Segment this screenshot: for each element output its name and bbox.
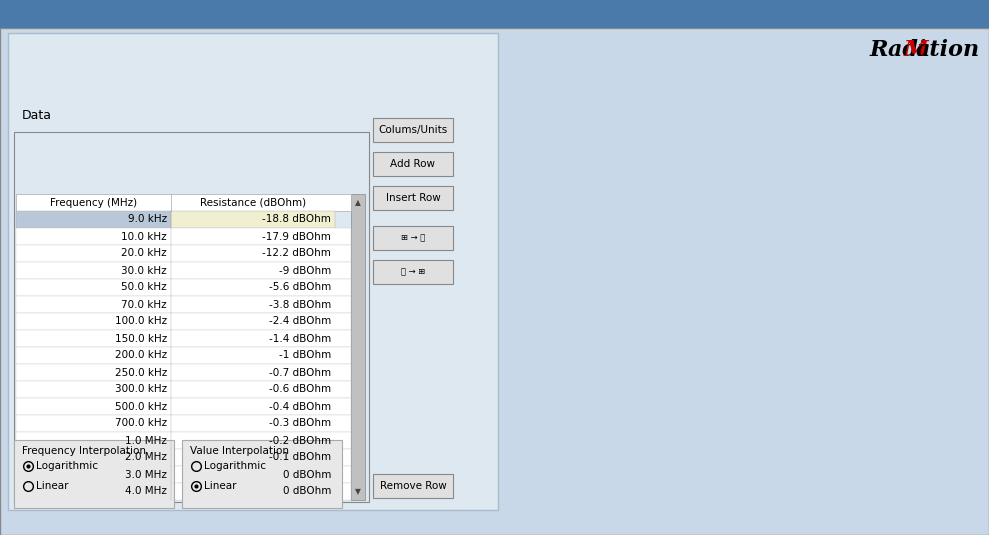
Text: 200.0 kHz: 200.0 kHz [115,350,167,361]
Text: ation: ation [916,39,980,61]
Text: 3.0 MHz: 3.0 MHz [126,470,167,479]
Text: Data: Data [22,109,52,122]
Text: ─: ─ [913,9,919,19]
Text: 700.0 kHz: 700.0 kHz [115,418,167,429]
Text: -0.6 dBOhm: -0.6 dBOhm [269,385,331,394]
Text: Linear: Linear [204,481,236,491]
Bar [16,432,351,449]
Text: -5.6 dBOhm: -5.6 dBOhm [269,282,331,293]
Text: □: □ [939,9,947,19]
Bar [16,211,171,228]
Bar [932,6,954,24]
Text: Add Row: Add Row [391,159,435,169]
Text: Value Interpolation: Value Interpolation [190,446,289,456]
Text: -9 dBOhm: -9 dBOhm [279,265,331,276]
Bar [373,226,453,250]
Bar [16,466,351,483]
Text: 2.0 MHz: 2.0 MHz [126,453,167,462]
Legend: Resistance (dBOhm): Resistance (dBOhm) [524,74,640,90]
Bar [905,6,927,24]
Text: -0.7 dBOhm: -0.7 dBOhm [269,368,331,378]
Bar [6,6,22,22]
Text: Resistance (dBOhm): Resistance (dBOhm) [200,197,306,208]
Bar [171,211,335,228]
Text: 1.0 MHz: 1.0 MHz [126,435,167,446]
Text: 300.0 kHz: 300.0 kHz [115,385,167,394]
Text: 30.0 kHz: 30.0 kHz [122,265,167,276]
Bar [182,440,342,508]
Text: 70.0 kHz: 70.0 kHz [122,300,167,310]
Text: ✕: ✕ [966,9,974,19]
Bar [8,33,498,510]
Text: -12.2 dBOhm: -12.2 dBOhm [262,248,331,258]
Text: Colums/Units: Colums/Units [379,125,448,135]
Text: -0.3 dBOhm: -0.3 dBOhm [269,418,331,429]
Bar [373,152,453,176]
Text: 50.0 kHz: 50.0 kHz [122,282,167,293]
Text: -0.4 dBOhm: -0.4 dBOhm [269,401,331,411]
Bar [373,260,453,284]
Bar [16,296,351,313]
Text: ▲: ▲ [355,198,361,207]
Text: -3.8 dBOhm: -3.8 dBOhm [269,300,331,310]
Text: 150.0 kHz: 150.0 kHz [115,333,167,343]
Bar [16,228,351,245]
Text: M: M [904,39,929,61]
Bar [14,132,369,502]
Text: -0.1 dBOhm: -0.1 dBOhm [269,453,331,462]
Text: Linear: Linear [36,481,68,491]
Text: Radi: Radi [870,39,928,61]
Bar [16,381,351,398]
Bar [351,194,365,500]
Bar [373,186,453,210]
Text: Frequency (MHz): Frequency (MHz) [49,197,137,208]
Text: -1.4 dBOhm: -1.4 dBOhm [269,333,331,343]
Text: ⊞ → 📋: ⊞ → 📋 [401,233,425,242]
Bar [16,483,351,500]
Text: Logarithmic: Logarithmic [204,461,266,471]
Bar [16,279,351,296]
Bar [16,262,351,279]
Text: -0.2 dBOhm: -0.2 dBOhm [269,435,331,446]
Text: 10.0 kHz: 10.0 kHz [122,232,167,241]
Bar [16,398,351,415]
Text: 20.0 kHz: 20.0 kHz [122,248,167,258]
Text: -18.8 dBOhm: -18.8 dBOhm [262,215,331,225]
Text: -1 dBOhm: -1 dBOhm [279,350,331,361]
Text: ▼: ▼ [355,487,361,496]
X-axis label: Frequency (Hz): Frequency (Hz) [702,496,786,507]
Text: 4.0 MHz: 4.0 MHz [126,486,167,496]
Bar [373,118,453,142]
Bar [373,474,453,498]
Bar [16,364,351,381]
Text: -2.4 dBOhm: -2.4 dBOhm [269,317,331,326]
Text: -17.9 dBOhm: -17.9 dBOhm [262,232,331,241]
Bar [14,440,174,508]
Text: Frequency Interpolation: Frequency Interpolation [22,446,146,456]
Bar [959,6,981,24]
Text: 100.0 kHz: 100.0 kHz [115,317,167,326]
Text: 500.0 kHz: 500.0 kHz [115,401,167,411]
Text: 0 dBOhm: 0 dBOhm [283,486,331,496]
Bar [16,194,351,211]
Y-axis label: Resistance (dBOhm): Resistance (dBOhm) [482,220,492,326]
Text: 250.0 kHz: 250.0 kHz [115,368,167,378]
Text: 9.0 kHz: 9.0 kHz [128,215,167,225]
Bar [0,0,989,28]
Bar [16,330,351,347]
Bar [16,347,351,364]
Text: Correction File: Correction File [26,7,116,20]
Text: 📋 → ⊞: 📋 → ⊞ [401,268,425,277]
Bar [16,449,351,466]
Text: Remove Row: Remove Row [380,481,446,491]
Text: Insert Row: Insert Row [386,193,440,203]
Bar [16,313,351,330]
Bar [16,415,351,432]
Text: Logarithmic: Logarithmic [36,461,98,471]
Text: 0 dBOhm: 0 dBOhm [283,470,331,479]
Bar [16,245,351,262]
